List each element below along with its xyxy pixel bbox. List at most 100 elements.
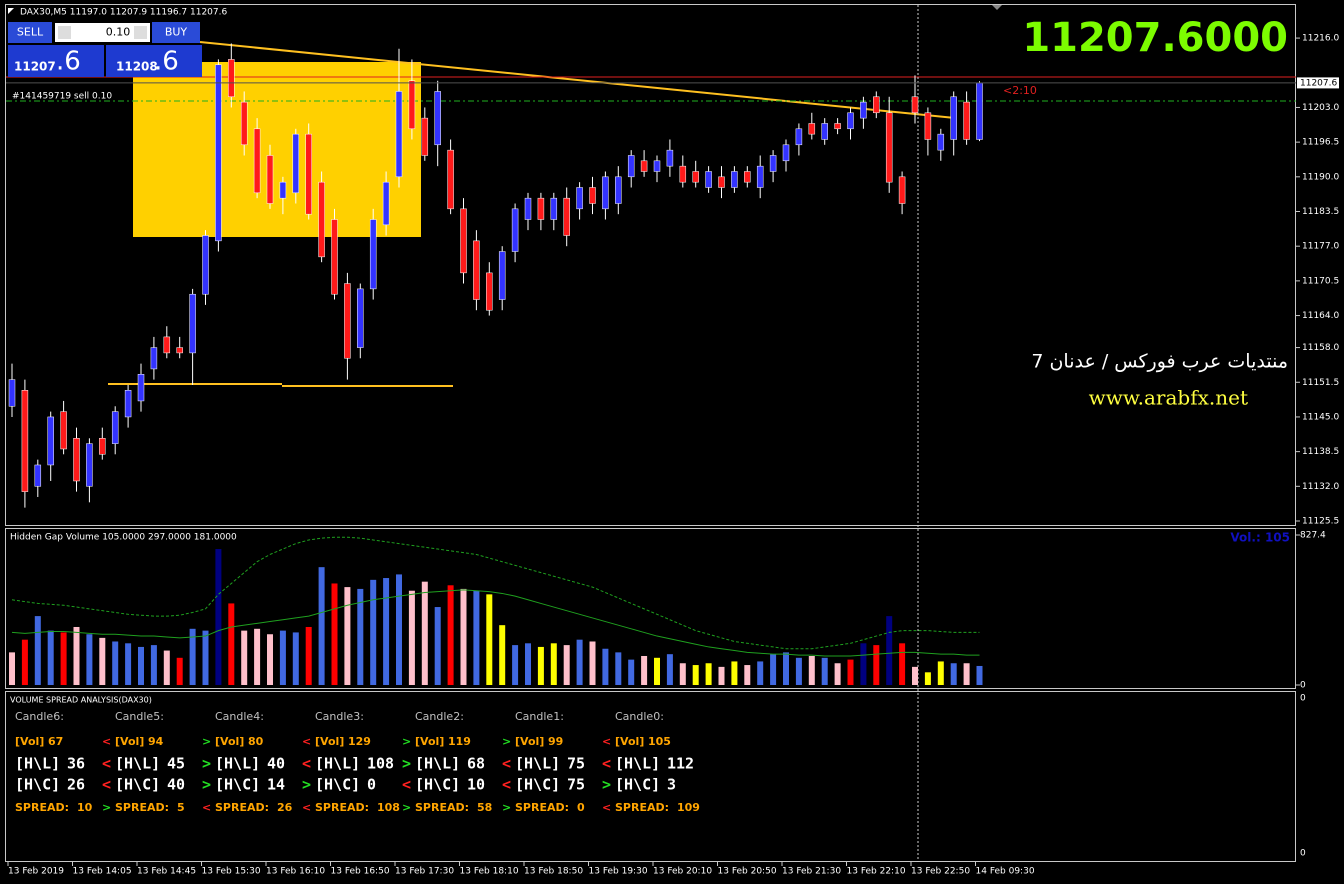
sell-button[interactable]: [8, 22, 52, 43]
x-tick-label: 13 Feb 20:10: [653, 867, 712, 877]
vsa-arrow: <: [502, 755, 511, 773]
vsa-value: 0: [367, 776, 376, 794]
volume-bar: [499, 625, 506, 685]
bid-main[interactable]: 11207: [14, 60, 56, 74]
candle-body: [679, 165, 687, 183]
candle-body: [460, 208, 467, 274]
vsa-arrow: <: [602, 755, 611, 773]
vsa-value: 94: [148, 735, 164, 748]
volume-bar: [357, 588, 364, 685]
y-tick-label: 11164.0: [1302, 311, 1339, 321]
vsa-arrow: >: [202, 776, 211, 794]
volume-bar: [963, 663, 970, 685]
vsa-arrow: <: [602, 801, 611, 814]
vsa-arrow: >: [202, 735, 211, 748]
vsa-value: 99: [548, 735, 563, 748]
x-tick-label: 13 Feb 22:50: [911, 867, 970, 877]
candle-body: [950, 96, 957, 140]
volume-bar: [434, 607, 441, 685]
vsa-value: 67: [48, 735, 63, 748]
vsa-arrow: >: [402, 735, 411, 748]
lot-box[interactable]: [55, 23, 150, 42]
volume-bar: [679, 663, 686, 685]
bid-frac[interactable]: .6: [56, 47, 81, 77]
candle-body: [8, 379, 16, 407]
vsa-row-label: SPREAD:: [15, 801, 69, 814]
volume-bar: [396, 574, 402, 685]
volume-bar: [125, 643, 132, 685]
watermark-text: منتديات عرب فوركس / عدنان 7: [1031, 351, 1288, 373]
volume-bar: [331, 583, 338, 685]
candle-body: [782, 144, 790, 162]
vsa-value: 0: [577, 801, 585, 814]
x-tick-label: 13 Feb 22:10: [847, 867, 906, 877]
candle-body: [382, 181, 390, 226]
vsa-arrow: >: [402, 801, 411, 814]
volume-bar: [241, 630, 248, 685]
volume-bar: [654, 657, 660, 685]
candle-body: [473, 240, 480, 300]
candle-body: [202, 235, 209, 295]
y-tick-label: 11177.0: [1302, 242, 1339, 252]
buy-button[interactable]: [152, 22, 200, 43]
candle-body: [447, 149, 454, 210]
candle-body: [266, 155, 274, 204]
candle-body: [563, 197, 570, 236]
vsa-value: 108: [377, 801, 400, 814]
candle-body: [808, 123, 816, 135]
candle-body: [744, 171, 751, 183]
volume-bar: [525, 643, 531, 685]
vsa-value: 26: [277, 801, 293, 814]
ask-frac[interactable]: .6: [154, 47, 179, 77]
vsa-row-label: [Vol]: [615, 735, 644, 748]
candle-body: [589, 187, 596, 204]
vsa-value: 108: [367, 755, 394, 773]
order-label: #141459719 sell 0.10: [12, 92, 112, 102]
candle-body: [486, 272, 493, 311]
vsa-row-label: [H\C]: [415, 776, 460, 794]
candle-body: [498, 251, 506, 300]
candle-body: [150, 347, 158, 370]
candle-body: [537, 197, 545, 220]
candle-body: [163, 336, 171, 354]
vsa-value: 58: [477, 801, 492, 814]
volume-bar: [47, 630, 54, 685]
candle-body: [653, 160, 661, 172]
candle-body: [240, 101, 248, 146]
candle-body: [705, 171, 712, 188]
volume-bar: [718, 666, 725, 685]
lot-down[interactable]: [58, 26, 71, 39]
candle-body: [885, 112, 893, 183]
y-tick-label: 11132.0: [1302, 482, 1339, 492]
volume-bar: [795, 657, 802, 685]
candle-name: Candle6:: [15, 710, 64, 723]
candle-body: [124, 390, 132, 418]
candle-body: [137, 374, 145, 402]
y-tick-label: 11125.5: [1302, 516, 1339, 526]
y-tick-label: 0: [1300, 681, 1306, 691]
buy-label[interactable]: BUY: [165, 26, 188, 39]
ask-box[interactable]: [106, 45, 202, 77]
volume-average: [11, 589, 980, 657]
vsa-arrow: <: [602, 735, 611, 748]
sell-label[interactable]: SELL: [17, 26, 44, 39]
ask-main[interactable]: 11208: [116, 60, 158, 74]
vsa-arrow: >: [102, 801, 111, 814]
lot-up[interactable]: [134, 26, 147, 39]
vsa-value: 10: [77, 801, 93, 814]
volume-bar: [770, 654, 777, 685]
candle-body: [937, 133, 945, 151]
candle-body: [860, 101, 867, 119]
vsa-row-label: SPREAD:: [615, 801, 669, 814]
volume-bar: [34, 616, 41, 685]
lot-value[interactable]: 0.10: [106, 26, 131, 39]
candle-name: Candle0:: [615, 710, 664, 723]
vsa-arrow: <: [502, 776, 511, 794]
candle-body: [976, 82, 983, 140]
candle-name: Candle3:: [315, 710, 364, 723]
volume-bar: [808, 655, 815, 685]
volume-bar: [370, 579, 377, 685]
bid-box[interactable]: [8, 45, 104, 77]
candle-body: [924, 112, 932, 140]
